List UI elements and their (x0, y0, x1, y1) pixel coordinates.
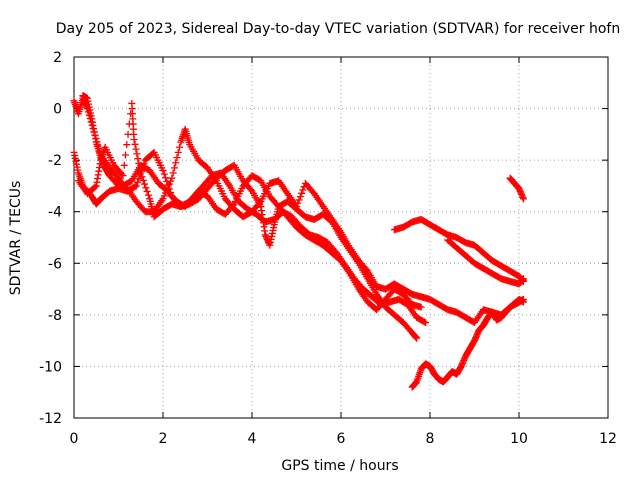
y-axis-label: SDTVAR / TECUs (8, 181, 24, 296)
data-point (169, 169, 177, 177)
data-point (299, 186, 307, 194)
data-point (132, 182, 140, 190)
data-point (296, 193, 304, 201)
series-trace-d (79, 92, 527, 327)
data-point (141, 180, 149, 188)
data-point (174, 148, 182, 156)
y-tick-label: -6 (48, 256, 62, 272)
data-point (294, 199, 302, 207)
x-tick-label: 2 (159, 431, 168, 447)
data-point (118, 170, 126, 178)
data-point (413, 334, 421, 342)
x-axis: 0 2 4 6 8 10 12 (70, 57, 617, 447)
y-tick-label: 0 (53, 102, 62, 118)
data-point (519, 275, 527, 283)
data-point (295, 196, 303, 204)
series-trace-e (390, 215, 527, 285)
data-point (170, 164, 178, 172)
data-point (130, 136, 138, 144)
data-point (417, 303, 425, 311)
y-tick-label: -2 (48, 153, 62, 169)
x-tick-label: 8 (426, 431, 435, 447)
y-tick-label: -8 (48, 308, 62, 324)
data-point (143, 187, 151, 195)
data-point (121, 151, 129, 159)
data-point (420, 318, 428, 326)
series-trace-g (408, 295, 527, 391)
data-point (91, 183, 99, 191)
y-tick-label: -10 (39, 359, 62, 375)
data-point (160, 170, 168, 178)
series-trace-f (444, 236, 527, 288)
data-point (422, 319, 430, 327)
data-point (133, 150, 141, 158)
y-tick-label: -12 (39, 411, 62, 427)
data-point (144, 191, 152, 199)
data-point (139, 176, 147, 184)
x-tick-label: 0 (70, 431, 79, 447)
data-point (131, 183, 139, 191)
grid (74, 57, 608, 418)
data-point (519, 195, 527, 203)
data-point (123, 141, 131, 149)
data-point (142, 184, 150, 192)
data-point (362, 266, 370, 274)
data-point (293, 203, 300, 211)
data-point (136, 164, 144, 172)
y-axis: -12 -10 -8 -6 -4 -2 0 2 (39, 50, 608, 427)
data-point (173, 154, 181, 162)
data-point (119, 172, 127, 180)
data-point (168, 174, 176, 182)
data-point (132, 145, 140, 153)
series-trace-c (74, 99, 421, 342)
x-axis-label: GPS time / hours (281, 458, 398, 474)
data-point (519, 295, 527, 303)
y-tick-label: 2 (53, 50, 62, 66)
data-point (172, 159, 180, 167)
x-tick-label: 6 (337, 431, 346, 447)
data-point (247, 186, 255, 194)
data-point (134, 155, 142, 163)
data-point (137, 169, 145, 177)
data-point (120, 161, 128, 169)
data-point (159, 166, 167, 174)
series-trace-h (506, 174, 527, 203)
data-point (298, 189, 306, 197)
data-points (70, 92, 527, 391)
data-point (162, 174, 170, 182)
x-tick-label: 4 (248, 431, 257, 447)
x-tick-label: 10 (510, 431, 528, 447)
data-point (176, 143, 184, 151)
x-tick-label: 12 (599, 431, 617, 447)
chart-title: Day 205 of 2023, Sidereal Day-to-day VTE… (56, 21, 620, 37)
data-point (131, 140, 139, 148)
data-point (138, 173, 146, 181)
y-tick-label: -4 (48, 205, 62, 221)
data-point (256, 199, 264, 207)
data-point (135, 159, 143, 167)
data-point (134, 178, 142, 186)
